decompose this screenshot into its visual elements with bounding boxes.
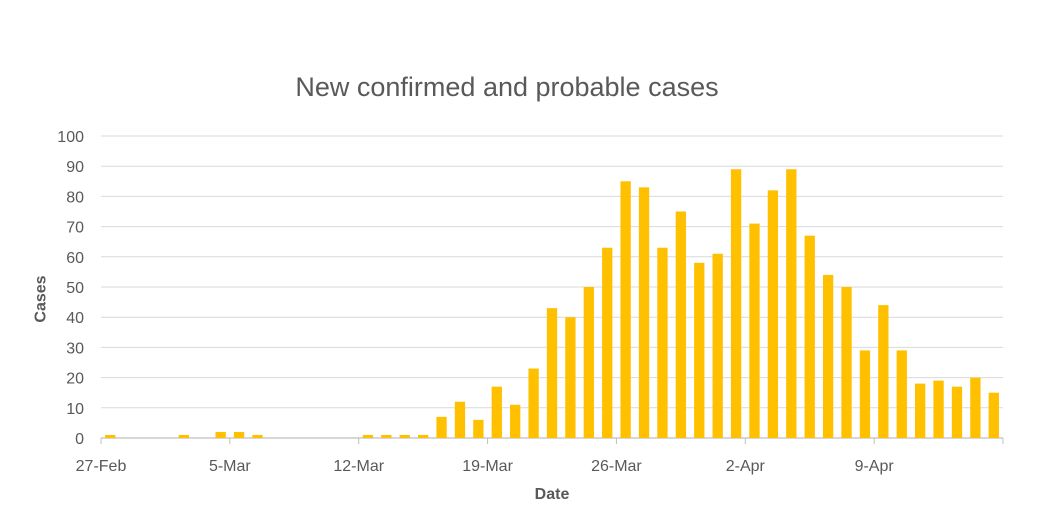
bar <box>546 308 558 438</box>
bar <box>786 169 797 438</box>
bar <box>951 386 963 438</box>
bar <box>565 317 576 438</box>
y-tick-label: 70 <box>66 220 84 237</box>
bar <box>417 434 429 438</box>
bar <box>233 431 245 438</box>
y-tick-label: 60 <box>66 250 84 267</box>
y-tick-label: 0 <box>75 431 84 448</box>
bar <box>215 431 226 438</box>
bar <box>436 416 447 438</box>
y-tick-label: 10 <box>66 401 84 418</box>
bar <box>970 377 981 438</box>
x-tick-label: 2-Apr <box>726 458 766 475</box>
bar <box>473 419 484 438</box>
bar <box>767 190 779 438</box>
bar <box>878 305 889 438</box>
bar <box>602 247 613 438</box>
bar <box>399 434 410 438</box>
bar <box>749 223 760 438</box>
x-tick-label: 27-Feb <box>76 458 127 475</box>
bar <box>638 187 650 438</box>
y-tick-label: 80 <box>66 189 84 206</box>
x-tick-label: 12-Mar <box>333 458 384 475</box>
bar <box>583 287 594 438</box>
bar <box>896 350 907 438</box>
bar <box>841 287 852 438</box>
bar <box>620 181 631 439</box>
bar <box>178 434 189 438</box>
bar <box>859 350 871 438</box>
bar <box>381 434 392 438</box>
chart-title: New confirmed and probable cases <box>295 72 719 102</box>
x-tick-label: 19-Mar <box>462 458 513 475</box>
bar <box>657 247 668 438</box>
y-tick-label: 50 <box>66 280 84 297</box>
bar <box>510 404 521 438</box>
bar <box>933 380 944 438</box>
bar <box>915 383 926 438</box>
y-tick-label: 40 <box>66 310 84 327</box>
bar <box>252 434 263 438</box>
bar <box>105 434 116 438</box>
bar <box>454 401 466 438</box>
bar <box>528 368 539 438</box>
bar <box>675 211 687 438</box>
x-tick-label: 26-Mar <box>591 458 642 475</box>
y-tick-label: 30 <box>66 340 84 357</box>
y-tick-label: 20 <box>66 371 84 388</box>
bar <box>712 253 723 438</box>
bar <box>804 235 815 438</box>
x-tick-label: 9-Apr <box>855 458 895 475</box>
bar <box>694 262 705 438</box>
bar <box>822 274 834 438</box>
y-tick-label: 100 <box>57 129 84 146</box>
bar <box>988 392 999 438</box>
x-axis-label: Date <box>534 486 570 503</box>
bar <box>491 386 502 438</box>
bar <box>362 434 374 438</box>
bar <box>730 169 742 438</box>
y-tick-label: 90 <box>66 159 84 176</box>
x-tick-label: 5-Mar <box>209 458 251 475</box>
